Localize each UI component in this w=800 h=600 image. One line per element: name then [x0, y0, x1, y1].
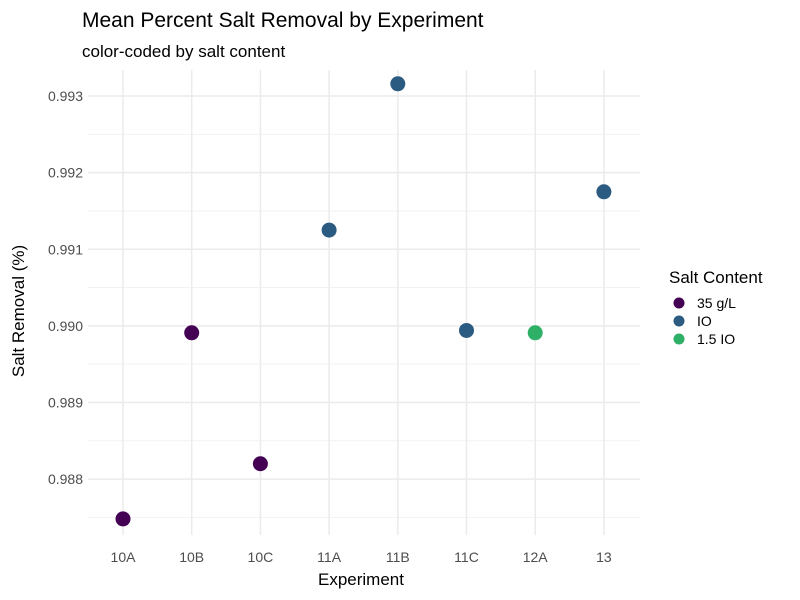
x-tick-label: 12A [523, 549, 549, 565]
legend-swatch [673, 297, 685, 309]
data-point [115, 511, 131, 527]
chart-title: Mean Percent Salt Removal by Experiment [82, 9, 484, 32]
y-tick-label: 0.990 [48, 318, 83, 334]
chart-subtitle: color-coded by salt content [82, 42, 285, 61]
data-point [459, 322, 474, 338]
legend-swatch [673, 315, 685, 327]
legend-label: 1.5 IO [697, 331, 735, 347]
data-point [252, 456, 268, 472]
x-axis-ticks: 10A 10B 10C 11A 11B 11C 12A 13 [111, 549, 612, 565]
x-tick-label: 10C [248, 549, 274, 565]
data-point [390, 76, 406, 92]
x-tick-label: 10B [179, 549, 204, 565]
data-point [596, 184, 612, 200]
x-tick-label: 11B [386, 549, 410, 565]
x-tick-label: 13 [596, 549, 612, 565]
y-tick-label: 0.991 [48, 241, 83, 257]
data-points [115, 76, 612, 527]
data-point [527, 325, 543, 341]
y-tick-label: 0.988 [48, 471, 83, 487]
y-tick-label: 0.993 [48, 88, 83, 104]
x-tick-label: 10A [111, 549, 137, 565]
y-axis-title: Salt Removal (%) [9, 245, 28, 377]
legend-label: IO [697, 313, 712, 329]
y-tick-label: 0.989 [48, 394, 83, 410]
x-tick-label: 11A [317, 549, 342, 565]
legend: Salt Content 35 g/L IO 1.5 IO [669, 268, 763, 347]
data-point [321, 222, 337, 238]
x-tick-label: 11C [454, 549, 479, 565]
y-axis-ticks: 0.988 0.989 0.990 0.991 0.992 0.993 [48, 88, 83, 487]
legend-title: Salt Content [669, 268, 763, 287]
data-point [184, 325, 200, 341]
legend-swatch [673, 333, 685, 345]
grid [88, 70, 640, 535]
y-tick-label: 0.992 [48, 165, 83, 181]
legend-label: 35 g/L [697, 295, 736, 311]
x-axis-title: Experiment [318, 570, 404, 589]
